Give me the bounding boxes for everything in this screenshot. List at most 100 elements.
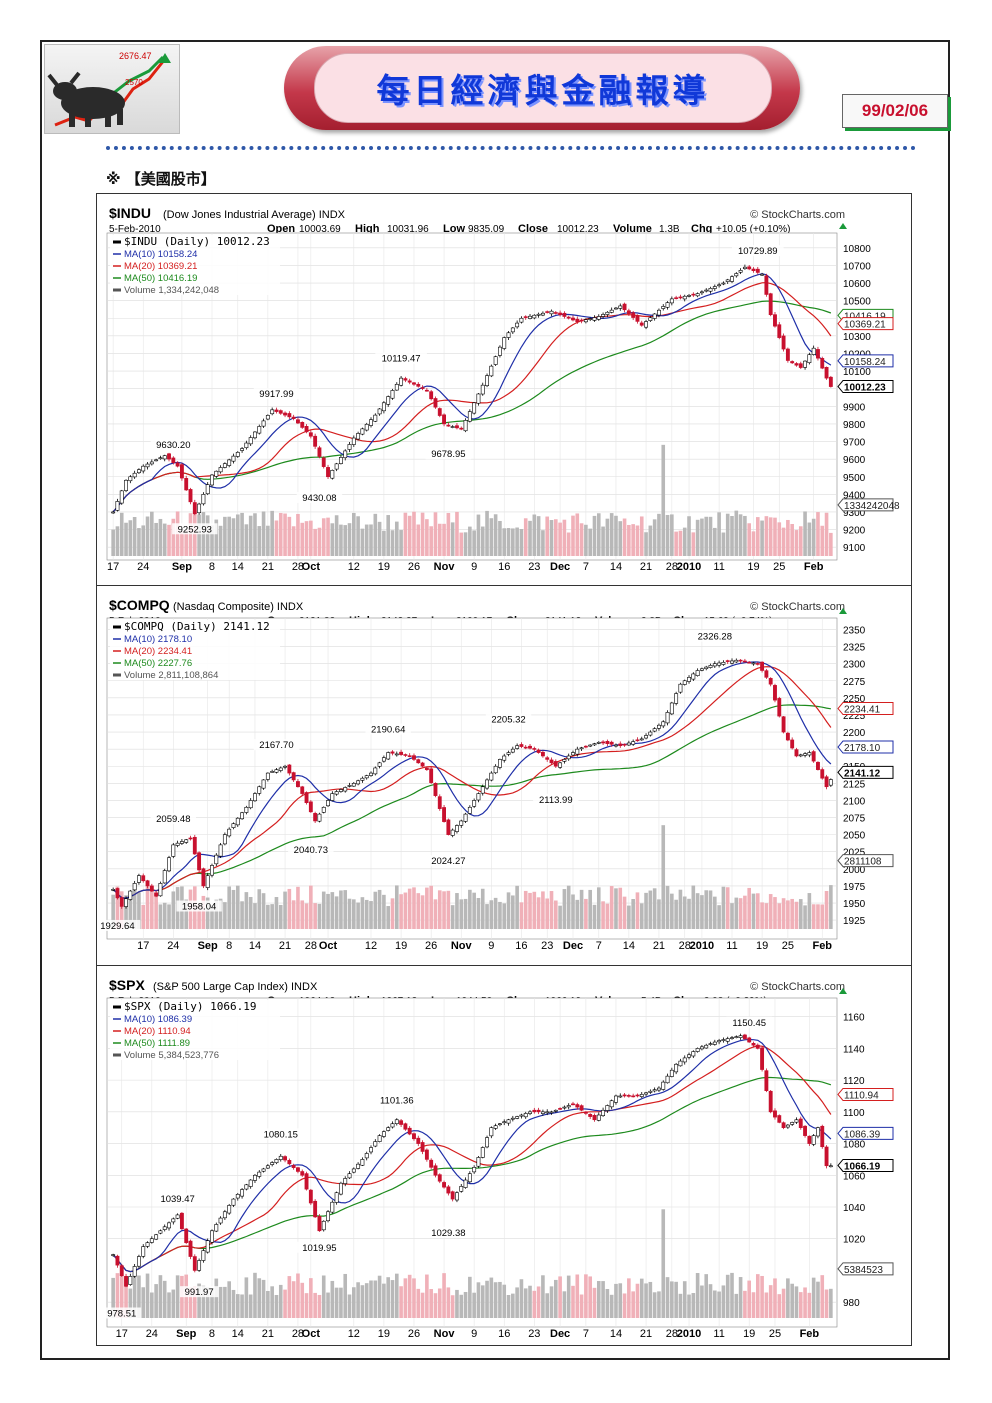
candle-body — [356, 433, 361, 440]
price-annotation: 1080.15 — [264, 1129, 298, 1140]
volume-bar — [609, 886, 614, 929]
candle-body — [635, 1094, 640, 1097]
candle-body — [738, 270, 743, 273]
volume-bar — [235, 514, 240, 556]
volume-bar — [652, 1292, 657, 1318]
x-tick-label: 23 — [528, 1328, 540, 1340]
candle-body — [553, 312, 558, 314]
chart-panel-spx: $SPX (S&P 500 Large Cap Index) INDX © Stoc… — [97, 965, 911, 1345]
volume-bar — [128, 897, 133, 929]
volume-bar — [205, 897, 210, 929]
value-tag-label: 2811108 — [844, 857, 882, 868]
quote-value: 10031.96 — [387, 224, 429, 235]
candle-body — [614, 1095, 618, 1103]
volume-bar — [790, 1283, 794, 1318]
volume-bar — [313, 1292, 317, 1318]
candle-body — [369, 772, 373, 776]
candle-body — [145, 880, 150, 887]
candle-body — [399, 751, 404, 755]
candle-body — [515, 1116, 520, 1119]
candle-body — [476, 393, 481, 404]
x-tick-label: 19 — [747, 561, 759, 573]
x-tick-label: 17 — [107, 561, 119, 573]
candle-body — [665, 1075, 670, 1084]
candle-body — [407, 380, 412, 383]
volume-bar — [541, 1275, 545, 1318]
volume-bar — [377, 889, 382, 929]
volume-bar — [786, 519, 790, 556]
volume-bar — [347, 1294, 352, 1318]
x-tick-label: 24 — [146, 1328, 158, 1340]
volume-bar — [644, 1283, 648, 1318]
volume-bar — [437, 890, 442, 929]
x-tick-label: 8 — [209, 561, 215, 573]
volume-bar — [485, 904, 489, 929]
candle-body — [274, 769, 279, 773]
y-tick-label: 10700 — [843, 261, 871, 272]
volume-bar — [412, 511, 416, 556]
volume-bar — [652, 519, 657, 556]
candle-body — [489, 365, 494, 377]
x-tick-label: 2010 — [677, 561, 701, 573]
candle-body — [601, 741, 606, 744]
volume-bar — [403, 1278, 408, 1318]
candle-body — [184, 478, 189, 491]
x-tick-label: Feb — [800, 1328, 820, 1340]
candle-body — [437, 408, 442, 416]
volume-bar — [515, 885, 519, 929]
candle-body — [455, 425, 459, 429]
volume-bar — [197, 1283, 201, 1318]
price-annotation: 2190.64 — [371, 724, 405, 735]
candle-body — [381, 402, 386, 412]
candle-body — [420, 387, 425, 389]
annotation-bg — [425, 855, 472, 867]
volume-bar — [571, 1285, 575, 1318]
candle-body — [691, 293, 696, 296]
chart-panel-compq: $COMPQ (Nasdaq Composite) INDX © StockChar… — [97, 585, 911, 965]
candle-body — [171, 844, 176, 857]
volume-bar — [137, 528, 141, 556]
volume-bar — [287, 888, 292, 929]
candle-body — [412, 1133, 416, 1140]
x-tick-label: 2010 — [690, 940, 714, 952]
candle-body — [476, 793, 481, 801]
candle-body — [725, 279, 730, 282]
candle-body — [583, 745, 588, 748]
volume-bar — [274, 897, 279, 929]
annotation-bg — [176, 900, 222, 912]
candle-body — [467, 1173, 472, 1183]
price-annotation: 2205.32 — [491, 714, 525, 725]
candle-body — [291, 1165, 296, 1168]
annotation-bg — [296, 492, 343, 504]
volume-bar — [506, 892, 511, 929]
candle-body — [403, 1123, 408, 1130]
candle-body — [201, 1250, 206, 1261]
candle-body — [515, 745, 520, 749]
volume-bar — [743, 895, 747, 929]
volume-bar — [274, 520, 279, 556]
x-tick-label: 19 — [756, 940, 768, 952]
volume-bar — [210, 525, 214, 556]
candle-body — [708, 288, 713, 292]
price-annotation: 978.51 — [107, 1309, 136, 1320]
candle-body — [356, 1163, 361, 1169]
candle-body — [614, 307, 618, 310]
volume-bar — [747, 523, 752, 556]
candle-body — [244, 1184, 249, 1190]
volume-bar — [291, 900, 296, 929]
candle-body — [347, 1173, 352, 1179]
volume-bar — [622, 896, 627, 929]
volume-bar — [485, 510, 489, 556]
stockcharts-watermark: © StockCharts.com — [750, 209, 845, 221]
chart-date: 5-Feb-2010 — [109, 224, 161, 235]
candle-body — [828, 376, 833, 387]
candle-body — [184, 1228, 189, 1243]
candle-body — [592, 743, 597, 746]
volume-bar — [437, 1288, 442, 1318]
candle-body — [605, 740, 610, 744]
candle-body — [326, 1211, 330, 1222]
price-annotation: 2326.28 — [698, 632, 732, 643]
candle-body — [253, 1174, 257, 1181]
candle-body — [824, 366, 829, 379]
